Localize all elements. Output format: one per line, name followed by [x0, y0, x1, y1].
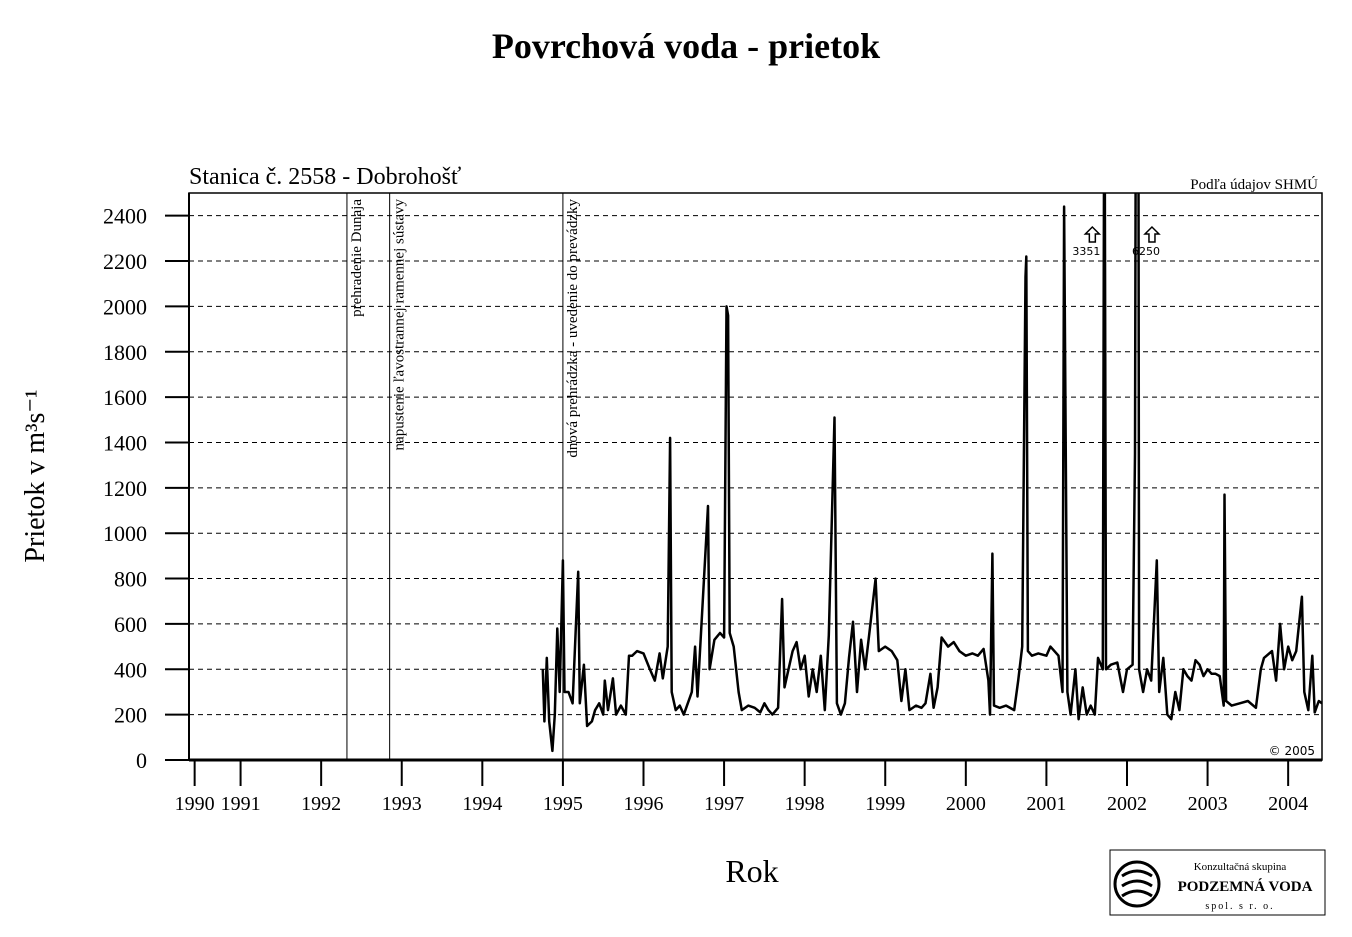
x-tick-label: 2002	[1107, 793, 1147, 815]
x-tick-label: 2001	[1026, 793, 1066, 815]
y-tick-label: 600	[114, 612, 147, 637]
y-tick-label: 1400	[103, 430, 147, 455]
x-tick-label: 1995	[543, 793, 583, 815]
copyright: © 2005	[1269, 744, 1315, 758]
x-tick-label: 2003	[1188, 793, 1228, 815]
x-tick-label: 1992	[301, 793, 341, 815]
x-tick-label: 2000	[946, 793, 986, 815]
logo-waves	[1121, 869, 1153, 898]
y-tick-label: 0	[136, 748, 147, 773]
x-tick-label: 1997	[704, 793, 744, 815]
subtitle: Stanica č. 2558 - Dobrohošť	[189, 164, 461, 190]
logo-box	[1109, 849, 1326, 916]
offscale-label: 6250	[1132, 245, 1160, 258]
y-tick-label: 1600	[103, 385, 147, 410]
x-tick-label: 1991	[221, 793, 261, 815]
event-label: prehradenie Dunaja	[349, 199, 365, 317]
x-tick-label: 1990	[175, 793, 215, 815]
y-tick-label: 200	[114, 703, 147, 728]
logo-icon	[1113, 860, 1161, 908]
x-tick-label: 1999	[865, 793, 905, 815]
event-label: dnová prehrádzka - uvedenie do prevádzky	[565, 199, 581, 458]
y-tick-label: 2000	[103, 294, 147, 319]
x-axis-label: Rok	[725, 853, 778, 889]
data-line	[541, 193, 1322, 753]
offscale-arrow	[1083, 225, 1102, 243]
y-axis-label: Prietok v m³s⁻¹	[20, 389, 51, 562]
x-tick-label: 1998	[785, 793, 825, 815]
logo-line1: Konzultačná skupina	[1194, 861, 1287, 873]
logo-line2: PODZEMNÁ VODA	[1178, 878, 1313, 895]
y-tick-label: 1200	[103, 476, 147, 501]
y-tick-label: 1800	[103, 340, 147, 365]
y-tick-label: 2200	[103, 249, 147, 274]
x-tick-label: 1996	[623, 793, 663, 815]
x-tick-label: 2004	[1268, 793, 1308, 815]
y-tick-label: 1000	[103, 521, 147, 546]
x-tick-label: 1993	[382, 793, 422, 815]
logo: Konzultačná skupina PODZEMNÁ VODA spol. …	[1109, 849, 1326, 916]
event-label: napustenie ľavostrannej ramennej sústavy	[392, 199, 408, 451]
offscale-label: 3351	[1072, 245, 1100, 258]
chart-title: Povrchová voda - prietok	[492, 26, 880, 66]
offscale-arrow	[1143, 225, 1161, 243]
y-tick-label: 400	[114, 657, 147, 682]
logo-line3: spol. s r. o.	[1205, 901, 1274, 912]
x-tick-label: 1994	[462, 793, 502, 815]
source: Podľa údajov SHMÚ	[1190, 176, 1318, 193]
y-tick-label: 800	[114, 567, 147, 592]
y-tick-label: 2400	[103, 204, 147, 229]
